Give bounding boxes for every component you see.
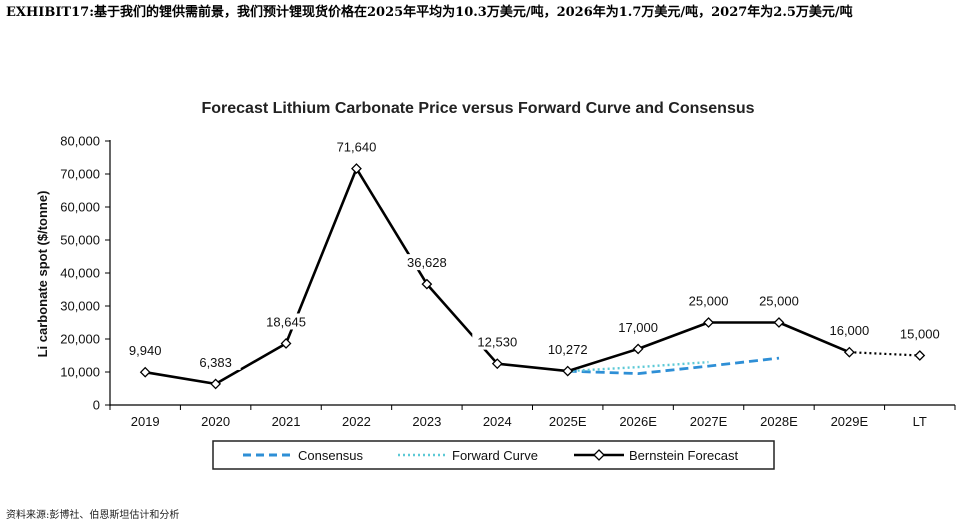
data-label-bg — [401, 254, 452, 271]
x-axis: 2019 2020 2021 2022 2023 2024 2025E 2026E 2027E 2… — [109, 404, 956, 429]
x-tick-label: 2027E — [690, 414, 728, 429]
data-label: 18,645 — [266, 314, 306, 329]
data-label-bg — [542, 341, 593, 358]
legend-label-forward-curve: Forward Curve — [452, 448, 538, 463]
data-label: 6,383 — [199, 355, 232, 370]
legend-box — [212, 440, 775, 470]
data-label-bg — [190, 353, 241, 370]
data-point-bernstein-forecast — [914, 350, 926, 361]
x-tick-label: 2020 — [201, 414, 230, 429]
y-tick-label: 70,000 — [60, 167, 100, 182]
y-tick-label: 80,000 — [60, 134, 100, 149]
y-tick-label: 60,000 — [60, 200, 100, 215]
x-tick-label: 2021 — [272, 414, 301, 429]
data-point-bernstein-forecast — [210, 378, 222, 390]
data-label-bg — [824, 322, 875, 339]
data-point-bernstein-forecast — [280, 338, 292, 349]
y-tick-label: 30,000 — [60, 299, 100, 314]
series-line-bernstein-forecast — [144, 167, 850, 386]
exhibit-header: EXHIBIT17:基于我们的锂供需前景，我们预计锂现货价格在2025年平均为1… — [6, 5, 853, 20]
data-point-bernstein-forecast — [773, 317, 785, 328]
data-label: 25,000 — [759, 294, 799, 309]
data-label-bg — [894, 325, 945, 342]
x-tick-label: 2019 — [131, 414, 160, 429]
series-line-consensus — [567, 356, 780, 375]
data-point-bernstein-forecast — [351, 163, 362, 175]
legend: Consensus Forward Curve Bernstein Foreca… — [212, 440, 775, 470]
series-line-forward-curve — [567, 360, 709, 373]
data-label-bg — [472, 333, 523, 350]
legend-label-bernstein: Bernstein Forecast — [629, 448, 738, 463]
y-tick-label: 10,000 — [60, 365, 100, 380]
data-label-bg — [261, 313, 312, 330]
x-tick-label: 2024 — [483, 414, 512, 429]
data-point-bernstein-forecast — [491, 358, 503, 370]
data-label-bg — [331, 138, 382, 155]
data-label-bg — [613, 318, 664, 335]
data-label-bg — [120, 342, 171, 359]
data-point-bernstein-forecast — [421, 278, 433, 290]
x-tick-label: LT — [913, 414, 927, 429]
y-axis: 0 10,000 20,000 30,000 40,000 50,000 60,000 70,… — [60, 134, 111, 413]
data-point-bernstein-forecast — [632, 343, 644, 355]
x-tick-label: 2023 — [412, 414, 441, 429]
chart-title: Forecast Lithium Carbonate Price versus … — [201, 100, 754, 117]
x-tick-label: 2028E — [760, 414, 798, 429]
data-point-bernstein-forecast — [139, 366, 151, 378]
x-tick-label: 2022 — [342, 414, 371, 429]
data-labels: 9,940 6,383 18,645 71,640 36,628 12,530 10,272… — [120, 138, 945, 370]
series-line-bernstein-forecast-lt — [849, 351, 920, 357]
data-label-bg — [753, 292, 804, 309]
data-label: 36,628 — [407, 255, 447, 270]
legend-diamond-icon — [593, 449, 605, 461]
x-tick-label: 2026E — [619, 414, 657, 429]
data-label-bg — [683, 292, 734, 309]
y-tick-label: 0 — [93, 398, 100, 413]
x-tick-label: 2025E — [549, 414, 587, 429]
data-point-bernstein-forecast — [843, 346, 855, 358]
source-note: 资料来源:彭博社、伯恩斯坦估计和分析 — [6, 510, 180, 521]
data-label: 9,940 — [129, 343, 162, 358]
data-label: 16,000 — [829, 323, 869, 338]
x-tick-label: 2029E — [831, 414, 869, 429]
legend-label-consensus: Consensus — [298, 448, 364, 463]
data-label: 12,530 — [477, 335, 517, 350]
data-label: 17,000 — [618, 320, 658, 335]
data-label: 25,000 — [689, 294, 729, 309]
y-tick-label: 20,000 — [60, 332, 100, 347]
data-point-bernstein-forecast — [562, 365, 574, 377]
data-label: 71,640 — [337, 140, 377, 155]
data-label: 10,272 — [548, 342, 588, 357]
series-group — [139, 163, 926, 390]
y-axis-label: Li carbonate spot ($/tonne) — [35, 191, 50, 358]
data-point-bernstein-forecast — [703, 317, 714, 328]
data-label: 15,000 — [900, 327, 940, 342]
y-tick-label: 40,000 — [60, 266, 100, 281]
y-tick-label: 50,000 — [60, 233, 100, 248]
